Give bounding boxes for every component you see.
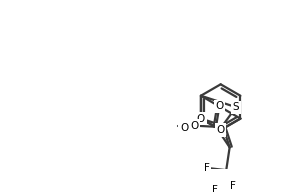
Text: O: O bbox=[215, 101, 223, 111]
Text: O: O bbox=[197, 113, 205, 124]
Text: F: F bbox=[230, 181, 236, 191]
Text: S: S bbox=[233, 102, 239, 112]
Text: O: O bbox=[180, 123, 188, 133]
Text: F: F bbox=[212, 185, 218, 192]
Text: O: O bbox=[217, 125, 225, 135]
Text: O: O bbox=[190, 121, 198, 131]
Text: F: F bbox=[204, 163, 210, 173]
